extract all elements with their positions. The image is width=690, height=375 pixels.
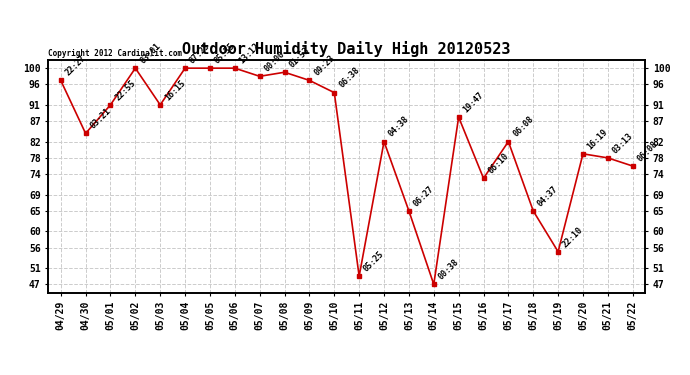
- Text: 06:27: 06:27: [412, 184, 435, 208]
- Text: 03:13: 03:13: [611, 131, 635, 155]
- Text: 04:37: 04:37: [536, 184, 560, 208]
- Text: 22:55: 22:55: [113, 78, 137, 102]
- Text: 03:21: 03:21: [88, 106, 112, 130]
- Text: 16:19: 16:19: [586, 127, 610, 151]
- Text: 05:25: 05:25: [362, 249, 386, 273]
- Text: 16:15: 16:15: [163, 78, 187, 102]
- Text: 19:47: 19:47: [462, 90, 486, 114]
- Text: 09:23: 09:23: [312, 54, 336, 78]
- Text: 00:38: 00:38: [437, 258, 461, 282]
- Text: 06:08: 06:08: [635, 139, 660, 163]
- Title: Outdoor Humidity Daily High 20120523: Outdoor Humidity Daily High 20120523: [182, 42, 511, 57]
- Text: 22:10: 22:10: [561, 225, 585, 249]
- Text: 00:00: 00:00: [262, 50, 286, 74]
- Text: 03:01: 03:01: [138, 41, 162, 65]
- Text: 06:38: 06:38: [337, 66, 361, 90]
- Text: 07:25: 07:25: [188, 41, 212, 65]
- Text: 22:27: 22:27: [63, 54, 88, 78]
- Text: 06:10: 06:10: [486, 152, 511, 176]
- Text: 06:08: 06:08: [511, 115, 535, 139]
- Text: 01:53: 01:53: [287, 45, 311, 69]
- Text: Copyright 2012 Cardinalit.com: Copyright 2012 Cardinalit.com: [48, 49, 182, 58]
- Text: 04:38: 04:38: [387, 115, 411, 139]
- Text: 13:12: 13:12: [237, 41, 262, 65]
- Text: 05:55: 05:55: [213, 41, 237, 65]
